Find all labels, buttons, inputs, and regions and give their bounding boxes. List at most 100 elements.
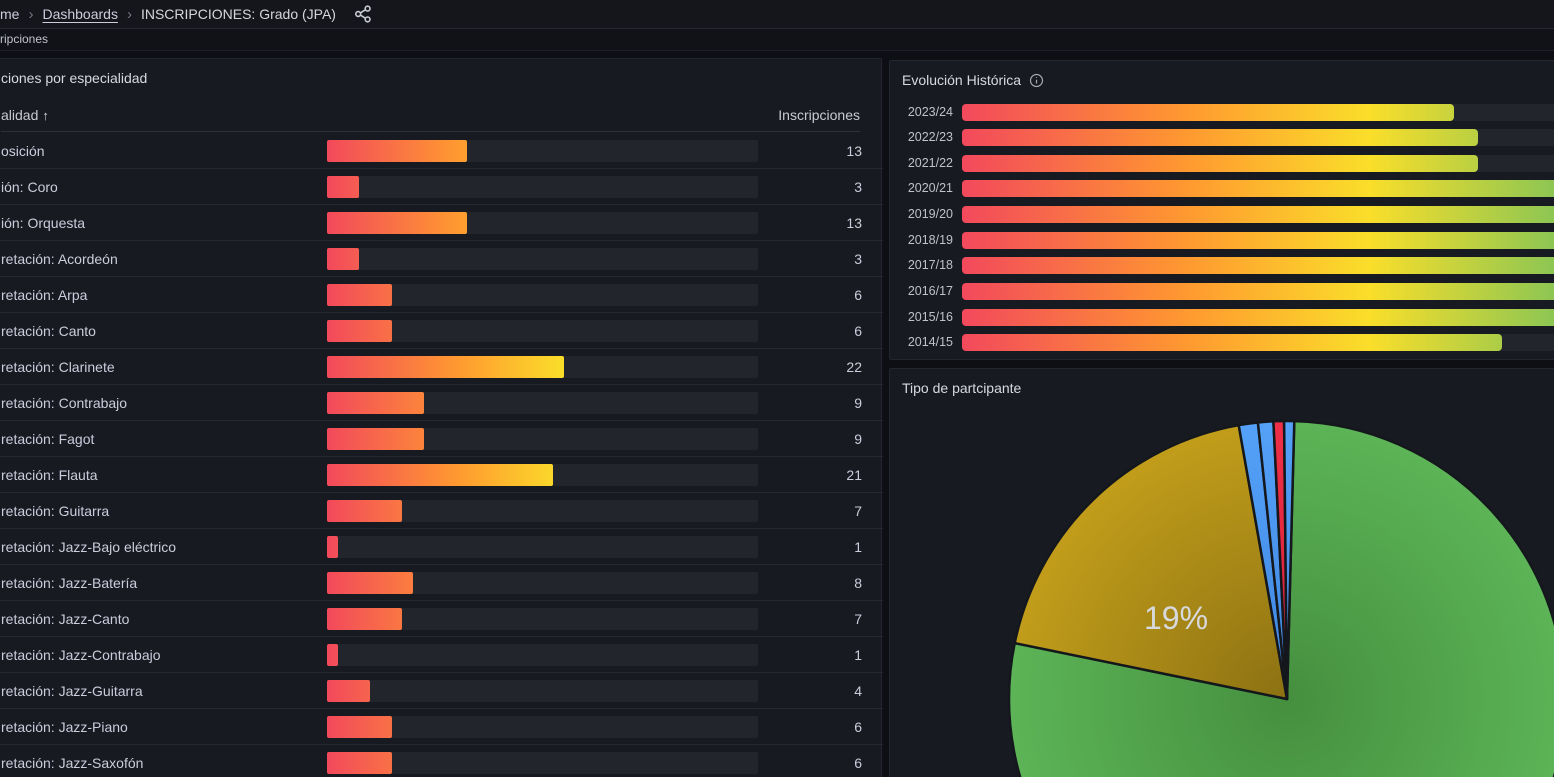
bar-gauge-track — [327, 644, 758, 666]
chevron-right-icon: › — [28, 5, 34, 23]
table-row: retación: Contrabajo 9 — [0, 385, 883, 421]
column-header-label: alidad — [1, 107, 39, 123]
specialty-label: retación: Clarinete — [1, 358, 115, 375]
inscripciones-value: 3 — [854, 178, 862, 195]
bar-gauge-fill — [327, 680, 370, 702]
bar-fill — [962, 257, 1554, 275]
year-label: 2023/24 — [907, 104, 953, 119]
inscripciones-value: 1 — [854, 538, 862, 555]
breadcrumb-current-dashboard: INSCRIPCIONES: Grado (JPA) — [140, 6, 336, 22]
breadcrumb: me › Dashboards › INSCRIPCIONES: Grado (… — [0, 0, 373, 28]
sort-asc-icon: ↑ — [42, 108, 49, 123]
column-header-inscripciones[interactable]: Inscripciones — [778, 107, 860, 123]
bar-fill — [962, 334, 1502, 352]
specialty-label: retación: Jazz-Piano — [1, 718, 128, 735]
bar-gauge-track — [327, 176, 758, 198]
column-header-especialidad[interactable]: alidad ↑ — [1, 107, 49, 123]
year-label: 2018/19 — [907, 232, 953, 247]
panel-title[interactable]: Tipo de partcipante — [902, 380, 1022, 396]
bar-gauge-fill — [327, 212, 467, 234]
table-row: retación: Fagot 9 — [0, 421, 883, 457]
pie-slice-green-large[interactable] — [1007, 419, 1554, 777]
table-body: osición 13 ión: Coro 3 ión: Orquesta 13 retaci… — [0, 133, 883, 777]
table-row: retación: Jazz-Batería 8 — [0, 565, 883, 601]
specialty-label: osición — [1, 142, 45, 159]
bar-gauge-track — [327, 428, 758, 450]
specialty-label: retación: Jazz-Bajo eléctrico — [1, 538, 177, 555]
bar-gauge-fill — [327, 500, 402, 522]
pie-slice-gold-19pct[interactable] — [1013, 423, 1289, 701]
specialty-label: retación: Jazz-Canto — [1, 610, 130, 627]
table-row: retación: Jazz-Bajo eléctrico 1 — [0, 529, 883, 565]
inscripciones-value: 9 — [854, 394, 862, 411]
inscripciones-value: 8 — [854, 574, 862, 591]
bar-gauge-track — [327, 716, 758, 738]
bar-gauge-fill — [327, 392, 424, 414]
bar-gauge-fill — [327, 716, 392, 738]
year-label: 2021/22 — [907, 155, 953, 170]
dashboard-row-header: ripciones — [0, 29, 1554, 51]
bar-gauge-track — [327, 752, 758, 774]
row-title-truncated[interactable]: ripciones — [0, 32, 49, 46]
bar-gauge-fill — [327, 140, 467, 162]
panel-title[interactable]: Evolución Histórica — [902, 72, 1044, 88]
inscripciones-value: 13 — [846, 142, 862, 159]
bar-gauge-fill — [327, 464, 553, 486]
table-row: retación: Jazz-Canto 7 — [0, 601, 883, 637]
specialty-label: retación: Guitarra — [1, 502, 110, 519]
inscripciones-value: 6 — [854, 718, 862, 735]
table-header-row: alidad ↑ Inscripciones — [1, 107, 860, 132]
bar-gauge-track — [327, 500, 758, 522]
table-row: osición 13 — [0, 133, 883, 169]
year-label: 2014/15 — [907, 335, 953, 350]
bar-gauge-fill — [327, 176, 359, 198]
pie-slice-blue-sliver-c[interactable] — [1282, 419, 1296, 701]
year-label: 2017/18 — [907, 258, 953, 273]
bar-fill — [962, 103, 1454, 121]
breadcrumb-home-truncated[interactable]: me — [0, 6, 20, 22]
share-dashboard-button[interactable] — [353, 4, 373, 24]
table-row: retación: Jazz-Saxofón 6 — [0, 745, 883, 777]
specialty-label: retación: Jazz-Batería — [1, 574, 138, 591]
inscripciones-value: 9 — [854, 430, 862, 447]
specialty-label: retación: Jazz-Contrabajo — [1, 646, 161, 663]
bar-gauge-fill — [327, 248, 359, 270]
specialty-label: retación: Jazz-Guitarra — [1, 682, 143, 699]
inscripciones-value: 6 — [854, 754, 862, 771]
specialty-label: ión: Orquesta — [1, 214, 86, 231]
specialty-label: retación: Canto — [1, 322, 96, 339]
specialty-label: retación: Fagot — [1, 430, 95, 447]
inscripciones-value: 3 — [854, 250, 862, 267]
bar-gauge-fill — [327, 752, 392, 774]
inscripciones-value: 22 — [846, 358, 862, 375]
bar-fill — [962, 206, 1554, 223]
bar-fill — [962, 154, 1478, 172]
table-row: retación: Guitarra 7 — [0, 493, 883, 529]
inscripciones-value: 13 — [846, 214, 862, 231]
pie-slice-percentage-label: 19% — [1144, 600, 1208, 636]
bar-gauge-fill — [327, 608, 402, 630]
table-row: retación: Jazz-Guitarra 4 — [0, 673, 883, 709]
bar-gauge-fill — [327, 284, 392, 306]
year-label: 2020/21 — [907, 181, 953, 196]
bar-gauge-fill — [327, 320, 392, 342]
bar-fill — [962, 308, 1554, 326]
panel-title-label: Evolución Histórica — [902, 72, 1022, 88]
bar-fill — [962, 129, 1478, 147]
info-icon[interactable] — [1029, 73, 1044, 88]
table-row: ión: Orquesta 13 — [0, 205, 883, 241]
specialty-label: ión: Coro — [1, 178, 58, 195]
bar-gauge-track — [327, 536, 758, 558]
year-label: 2022/23 — [907, 130, 953, 145]
pie-chart: 19% — [1007, 419, 1554, 777]
breadcrumb-dashboards-link[interactable]: Dashboards — [42, 6, 118, 22]
bar-gauge-track — [327, 572, 758, 594]
table-row: retación: Canto 6 — [0, 313, 883, 349]
table-row: ión: Coro 3 — [0, 169, 883, 205]
inscripciones-value: 7 — [854, 610, 862, 627]
bar-gauge-track — [327, 608, 758, 630]
bar-fill — [962, 282, 1554, 300]
panel-title[interactable]: ciones por especialidad — [1, 70, 148, 86]
bar-gauge-track — [327, 248, 758, 270]
